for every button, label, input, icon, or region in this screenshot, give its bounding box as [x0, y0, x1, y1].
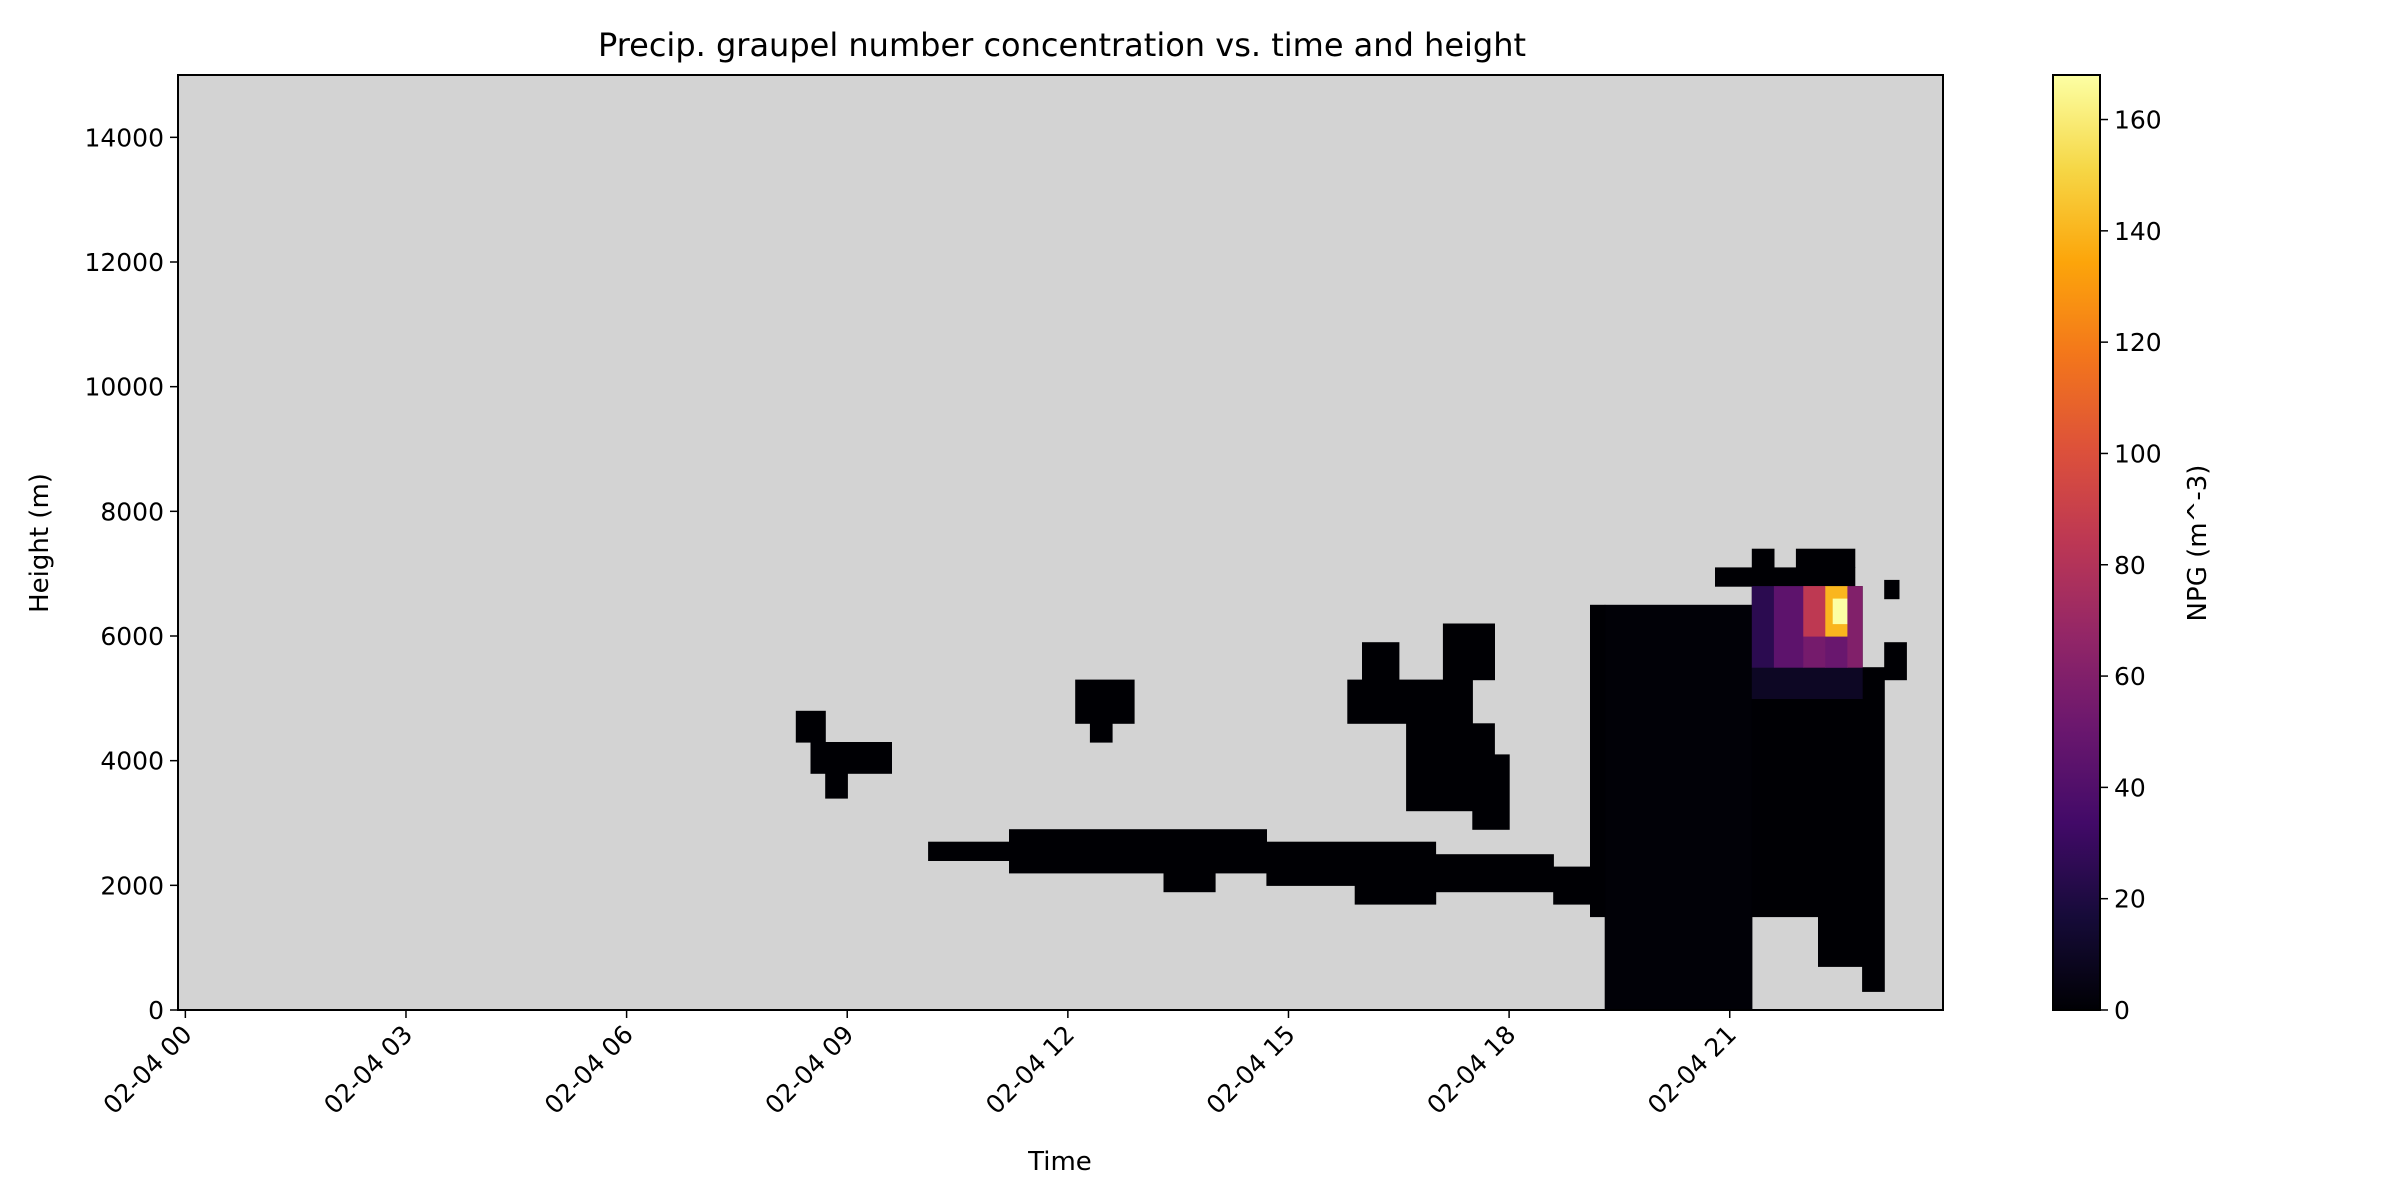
- colorbar-tick-label: 40: [2114, 773, 2146, 802]
- y-axis-label: Height (m): [25, 473, 55, 613]
- colorbar-tick-label: 100: [2114, 439, 2162, 468]
- colorbar-gradient: [2053, 75, 2100, 1010]
- x-axis: 02-04 00 02-04 03 02-04 06 02-04 09 02-04 12…: [98, 1010, 1742, 1120]
- heatmap-cell: [1472, 754, 1510, 830]
- heatmap-cell: [928, 841, 1010, 861]
- heatmap-cell: [795, 710, 826, 743]
- heatmap-cell: [1751, 548, 1775, 568]
- x-tick-label: 02-04 18: [1421, 1020, 1521, 1120]
- y-tick-label: 8000: [100, 497, 164, 526]
- y-tick-label: 0: [148, 996, 164, 1025]
- x-tick-label: 02-04 21: [1642, 1020, 1742, 1120]
- colorbar-tick-label: 60: [2114, 662, 2146, 691]
- heatmap-cell: [1590, 604, 1606, 918]
- heatmap-cell: [1773, 586, 1804, 668]
- y-axis: 0 2000 4000 6000 8000 10000 12000 14000: [84, 123, 178, 1025]
- heatmap-cell: [1795, 548, 1856, 568]
- x-axis-label: Time: [1027, 1147, 1092, 1177]
- heatmap-cell: [1715, 567, 1856, 587]
- colorbar-frame: [2052, 74, 2101, 1011]
- heatmap-cell: [1089, 723, 1113, 743]
- heatmap-cell: [1825, 636, 1848, 668]
- x-tick-label: 02-04 03: [318, 1020, 418, 1120]
- heatmap-cell: [1347, 679, 1473, 724]
- colorbar-tick-label: 120: [2114, 328, 2162, 357]
- heatmap-cell: [810, 742, 892, 774]
- y-tick-label: 10000: [84, 373, 164, 402]
- heatmap-cell: [1862, 667, 1885, 992]
- x-tick-label: 02-04 12: [980, 1020, 1080, 1120]
- y-tick-label: 12000: [84, 248, 164, 277]
- heatmap-cell: [1832, 598, 1848, 625]
- heatmap-cell: [1604, 604, 1753, 1011]
- colorbar-tick-label: 140: [2114, 217, 2162, 246]
- plot-frame: [177, 74, 1944, 1011]
- heatmap-cell: [1435, 854, 1554, 893]
- heatmap-cell: [1884, 579, 1900, 600]
- heatmap-cell: [825, 773, 848, 799]
- colorbar-ticks: 0 20 40 60 80 100 120 140 160: [2100, 106, 2162, 1025]
- x-tick-label: 02-04 09: [759, 1020, 859, 1120]
- heatmap-cell: [1075, 679, 1135, 724]
- colorbar-tick-label: 20: [2114, 885, 2146, 914]
- y-tick-label: 4000: [100, 747, 164, 776]
- y-tick-label: 6000: [100, 622, 164, 651]
- heatmap-cell: [1803, 586, 1826, 637]
- x-tick-label: 02-04 00: [98, 1020, 198, 1120]
- heatmap-cell: [1847, 586, 1863, 668]
- colorbar-tick-label: 0: [2114, 996, 2130, 1025]
- x-tick-label: 02-04 15: [1201, 1020, 1301, 1120]
- heatmap-cell: [1884, 642, 1907, 681]
- y-tick-label: 14000: [84, 123, 164, 152]
- heatmap-cell: [1362, 642, 1400, 681]
- x-tick-label: 02-04 06: [539, 1020, 639, 1120]
- heatmap-cell: [1354, 885, 1437, 905]
- heatmap-cell: [1442, 623, 1495, 681]
- heatmap-cells: [795, 548, 1907, 1011]
- colorbar-tick-label: 160: [2114, 106, 2162, 135]
- heatmap-cell: [1163, 872, 1216, 893]
- chart-title: Precip. graupel number concentration vs.…: [598, 26, 1526, 64]
- heatmap-cell: [1751, 586, 1775, 668]
- heatmap-cell: [1751, 667, 1863, 699]
- colorbar: 0 20 40 60 80 100 120 140 160 NPG (m^-3): [2052, 74, 2213, 1025]
- colorbar-tick-label: 80: [2114, 551, 2146, 580]
- plot-area: [177, 74, 1944, 1011]
- heatmap-cell: [1009, 829, 1267, 874]
- colorbar-label: NPG (m^-3): [2183, 465, 2213, 622]
- y-tick-label: 2000: [100, 871, 164, 900]
- heatmap-cell: [1266, 841, 1437, 886]
